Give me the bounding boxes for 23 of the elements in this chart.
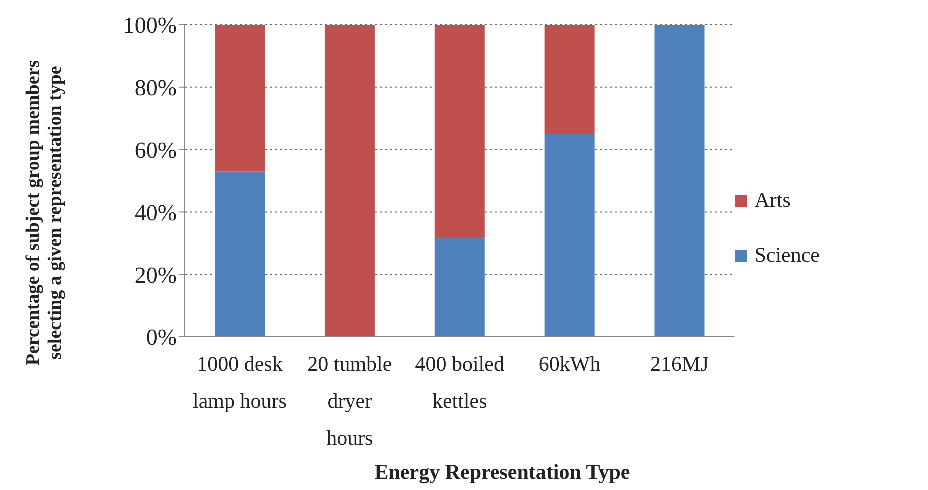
x-axis-title: Energy Representation Type [374, 460, 632, 485]
y-tick-label: 20% [134, 262, 177, 288]
bar [324, 25, 375, 337]
x-tick-label: 216MJ [650, 352, 709, 376]
legend-label: Arts [754, 188, 791, 213]
bar [434, 237, 485, 337]
y-tick-label: 100% [123, 13, 177, 38]
y-tick-label: 80% [134, 76, 177, 101]
bar [544, 134, 595, 337]
bar [544, 25, 595, 134]
x-tick-label: 1000 desk lamp hours [193, 352, 287, 413]
bar [434, 25, 485, 238]
x-tick-label: 60kWh [538, 352, 602, 376]
bar [654, 25, 705, 337]
legend-label: Science [754, 243, 820, 268]
y-axis-title: Percentage of subject group members selecting a given representation type [23, 59, 67, 368]
bar [215, 25, 265, 172]
x-tick-label: 20 tumble dryer hours [308, 352, 392, 450]
y-tick-label: 0% [146, 325, 177, 350]
x-tick-label: 400 boiled kettles [415, 352, 505, 413]
y-tick-label: 40% [134, 200, 177, 226]
y-tick-label: 60% [134, 138, 177, 163]
bar [215, 172, 265, 337]
